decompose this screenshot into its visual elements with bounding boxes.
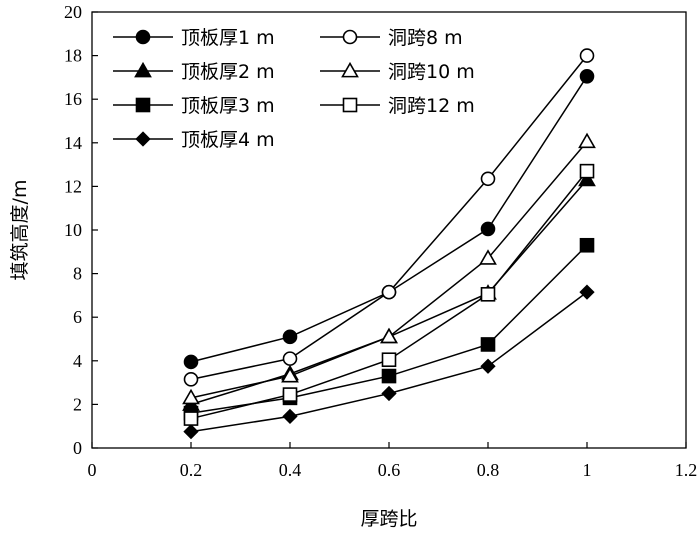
- legend-item-6: 洞跨12 m: [320, 95, 475, 117]
- data-point-s0-p0: [183, 354, 199, 370]
- legend-label: 洞跨12 m: [388, 95, 475, 117]
- legend-marker: [135, 97, 151, 113]
- legend-item-3: 顶板厚4 m: [113, 129, 275, 151]
- x-tick-label: 0.8: [477, 460, 500, 480]
- series-line-0: [190, 75, 588, 363]
- data-point-s5-p0: [182, 388, 200, 405]
- legend-item-2: 顶板厚3 m: [113, 95, 275, 117]
- data-point-s3-p0: [183, 424, 199, 440]
- data-point-s6-p4: [579, 163, 595, 179]
- legend-label: 顶板厚2 m: [181, 61, 275, 83]
- data-point-s5-p4: [578, 132, 596, 149]
- y-tick-label: 14: [64, 133, 82, 153]
- data-point-s4-p2: [381, 284, 397, 300]
- y-tick-label: 18: [64, 46, 82, 66]
- legend: 顶板厚1 m 顶板厚2 m 顶板厚3 m 顶板厚4 m 洞跨8 m 洞跨10 m 洞跨12 …: [113, 27, 475, 151]
- data-point-s3-p2: [381, 385, 397, 402]
- x-tick-label: 0.6: [378, 460, 401, 480]
- x-axis-title: 厚跨比: [360, 508, 417, 530]
- data-point-s6-p3: [480, 287, 496, 302]
- data-point-s6-p1: [282, 387, 298, 402]
- data-point-s3-p1: [282, 408, 298, 425]
- x-tick-label: 0.2: [180, 460, 203, 480]
- x-tick-label: 1: [583, 460, 592, 480]
- legend-item-4: 洞跨8 m: [320, 27, 463, 49]
- y-tick-label: 8: [73, 264, 82, 284]
- y-tick-label: 20: [64, 2, 82, 22]
- y-tick-label: 10: [64, 220, 82, 240]
- data-point-s4-p4: [579, 48, 595, 63]
- y-axis-title: 填筑高度/m: [9, 180, 31, 281]
- legend-label: 顶板厚4 m: [181, 129, 275, 151]
- data-point-s4-p1: [282, 351, 298, 366]
- y-tick-label: 6: [73, 307, 82, 327]
- data-point-s2-p4: [579, 237, 595, 253]
- y-tick-label: 12: [64, 176, 82, 196]
- legend-marker: [341, 61, 359, 78]
- legend-label: 顶板厚3 m: [181, 95, 275, 117]
- legend-label: 洞跨8 m: [388, 27, 463, 49]
- legend-marker: [135, 29, 151, 45]
- data-point-s1-p4: [578, 170, 596, 187]
- legend-marker: [134, 61, 152, 78]
- data-point-s6-p0: [183, 411, 199, 426]
- data-point-s2-p3: [480, 337, 496, 352]
- legend-item-5: 洞跨10 m: [320, 61, 475, 83]
- data-point-s0-p4: [579, 69, 595, 84]
- legend-marker: [342, 29, 358, 45]
- data-point-s6-p2: [381, 352, 397, 368]
- data-point-s0-p3: [480, 221, 496, 237]
- series-markers: [182, 48, 596, 440]
- legend-marker: [342, 97, 358, 113]
- data-point-s3-p4: [579, 284, 595, 300]
- data-point-s4-p0: [183, 372, 199, 387]
- legend-marker: [135, 131, 151, 147]
- x-tick-label: 0: [88, 460, 97, 480]
- data-point-s5-p1: [281, 366, 299, 383]
- x-tick-label: 1.2: [675, 460, 698, 480]
- legend-item-1: 顶板厚2 m: [113, 61, 275, 83]
- data-point-s3-p3: [480, 358, 496, 374]
- data-point-s5-p2: [380, 327, 398, 344]
- y-tick-label: 4: [73, 351, 82, 371]
- y-tick-label: 0: [73, 438, 82, 458]
- legend-label: 洞跨10 m: [388, 61, 475, 83]
- axis-ticks: 0 0.2 0.4 0.6 0.8 1 1.2 0 2 4 6 8 10 12 14 16 18 20: [64, 2, 697, 480]
- x-tick-label: 0.4: [279, 460, 302, 480]
- legend-item-0: 顶板厚1 m: [113, 27, 275, 49]
- data-point-s4-p3: [480, 171, 496, 187]
- y-tick-label: 2: [73, 394, 82, 414]
- data-point-s5-p3: [479, 249, 497, 265]
- y-tick-label: 16: [64, 89, 82, 109]
- data-point-s0-p1: [282, 329, 298, 345]
- data-point-s2-p2: [381, 368, 397, 384]
- legend-label: 顶板厚1 m: [181, 27, 275, 49]
